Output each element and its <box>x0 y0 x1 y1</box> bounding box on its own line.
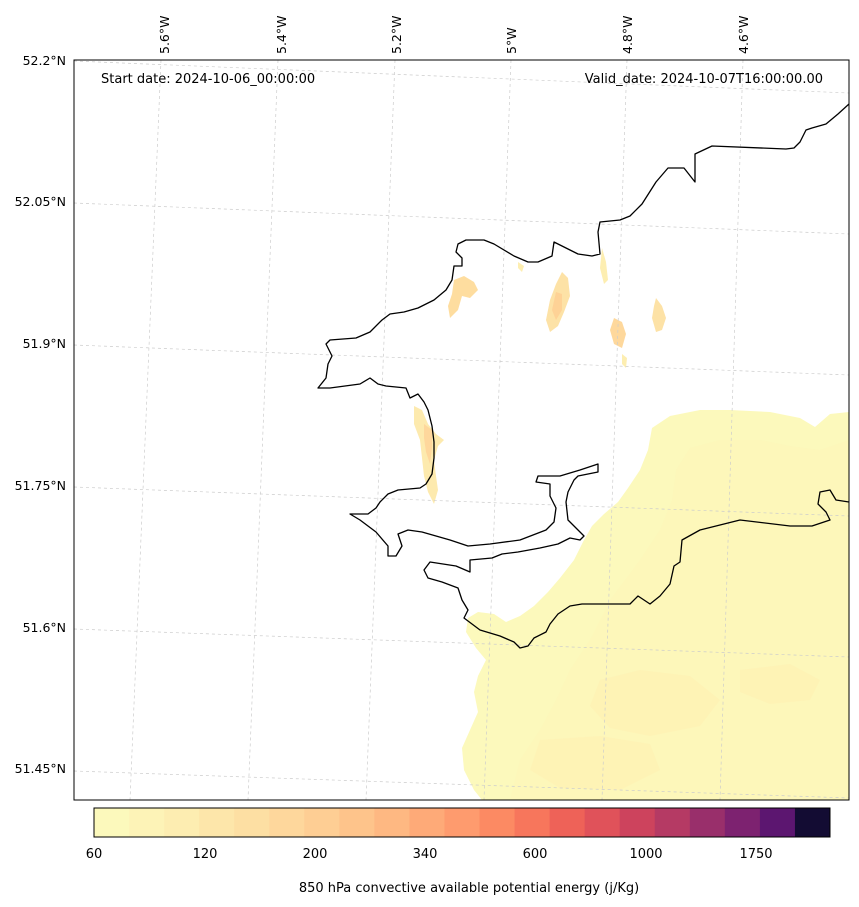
cape-cell-2b <box>552 292 562 320</box>
map-frame <box>73 59 850 801</box>
lon-label: 4.6°W <box>736 16 751 55</box>
colorbar-tick-label: 200 <box>303 847 328 862</box>
colorbar-swatch <box>444 808 481 837</box>
colorbar-tick-label: 600 <box>523 847 548 862</box>
coastline <box>317 103 849 649</box>
colorbar-swatch <box>269 808 305 837</box>
cape-region-south-core <box>530 736 660 790</box>
colorbar-tick-label: 60 <box>86 847 103 862</box>
colorbar-swatch <box>164 808 200 837</box>
colorbar-swatch <box>619 808 656 837</box>
colorbar-swatch <box>654 808 691 837</box>
colorbar-swatch <box>94 808 130 837</box>
colorbar-swatch <box>514 808 551 837</box>
colorbar-tick-label: 120 <box>193 847 218 862</box>
colorbar-tick-label: 340 <box>413 847 438 862</box>
colorbar-swatch <box>759 808 796 837</box>
colorbar-tick-label: 1750 <box>739 847 772 862</box>
cape-shading <box>414 248 849 800</box>
latitude-labels: 52.2°N 52.05°N 51.9°N 51.75°N 51.6°N 51.… <box>15 53 66 776</box>
lat-label: 52.05°N <box>15 194 66 209</box>
cape-cell-5 <box>600 248 608 284</box>
cape-cell-west-core <box>424 424 432 464</box>
lat-label: 51.45°N <box>15 761 66 776</box>
cape-cell-7 <box>518 262 524 272</box>
colorbar-tick-label: 1000 <box>629 847 662 862</box>
cape-cell-3 <box>610 318 626 348</box>
cape-cell-6 <box>622 354 627 368</box>
colorbar-swatch <box>199 808 235 837</box>
valid-date-label: Valid_date: 2024-10-07T16:00:00.00 <box>585 72 823 87</box>
cape-region-east-core <box>740 664 820 704</box>
colorbar-ticks: 60 120 200 340 600 1000 1750 <box>86 847 773 862</box>
cape-region-southeast-core <box>590 670 720 736</box>
lat-label: 51.6°N <box>23 620 66 635</box>
colorbar-swatch <box>549 808 586 837</box>
colorbar-swatch <box>374 808 410 837</box>
longitude-labels: 5.6°W 5.4°W 5.2°W 5°W 4.8°W 4.6°W <box>157 16 751 55</box>
colorbar-swatch <box>339 808 375 837</box>
lat-label: 51.75°N <box>15 478 66 493</box>
colorbar-swatch <box>479 808 516 837</box>
lat-label: 51.9°N <box>23 336 66 351</box>
colorbar-swatch <box>304 808 340 837</box>
colorbar-swatch <box>409 808 445 837</box>
cape-cell-4 <box>652 298 666 332</box>
colorbar-swatch <box>129 808 165 837</box>
lon-label: 5.4°W <box>274 16 289 55</box>
lon-label: 5.6°W <box>157 16 172 55</box>
colorbar-swatches <box>94 808 831 837</box>
coastline-north <box>317 103 849 649</box>
colorbar-swatch <box>584 808 621 837</box>
colorbar-swatch <box>794 808 831 837</box>
colorbar-swatch <box>724 808 761 837</box>
lon-label: 4.8°W <box>620 16 635 55</box>
colorbar-title: 850 hPa convective available potential e… <box>299 881 639 896</box>
colorbar-swatch <box>234 808 270 837</box>
colorbar: 60 120 200 340 600 1000 1750 850 hPa con… <box>86 807 831 896</box>
colorbar-frame <box>93 807 831 838</box>
lon-label: 5°W <box>504 27 519 54</box>
cape-cell-1 <box>448 276 478 318</box>
colorbar-swatch <box>689 808 726 837</box>
lat-label: 52.2°N <box>23 53 66 68</box>
start-date-label: Start date: 2024-10-06_00:00:00 <box>101 72 315 87</box>
lon-label: 5.2°W <box>389 16 404 55</box>
